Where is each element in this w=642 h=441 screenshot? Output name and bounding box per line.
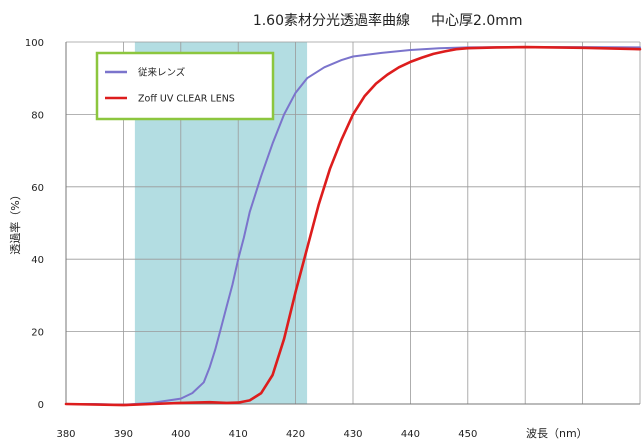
y-tick-label: 80	[31, 110, 44, 121]
legend-label-2: Zoff UV CLEAR LENS	[138, 94, 235, 105]
series-line-2	[64, 45, 642, 407]
y-tick-label: 40	[31, 255, 44, 266]
y-tick-label: 100	[25, 38, 44, 49]
y-tick-label: 60	[31, 183, 44, 194]
series-line-1	[65, 46, 641, 406]
y-tick-label: 20	[31, 328, 44, 339]
x-tick-label: 450	[458, 429, 477, 440]
x-tick-label: 430	[343, 429, 362, 440]
x-tick-label: 410	[229, 429, 248, 440]
x-tick-label: 400	[171, 429, 190, 440]
y-tick-label: 0	[38, 400, 44, 411]
legend-box	[95, 51, 275, 121]
x-tick-label: 420	[286, 429, 305, 440]
y-axis-title: 透過率（%）	[8, 189, 22, 254]
chart-subtitle: 中心厚2.0mm	[431, 13, 523, 29]
x-tick-label: 380	[56, 429, 75, 440]
chart-title: 1.60素材分光透過率曲線	[253, 12, 410, 29]
legend-label-1: 従来レンズ	[138, 67, 186, 79]
x-tick-label: 390	[114, 429, 133, 440]
x-axis-title: 波長（nm）	[526, 427, 588, 440]
x-tick-label: 440	[401, 429, 420, 440]
